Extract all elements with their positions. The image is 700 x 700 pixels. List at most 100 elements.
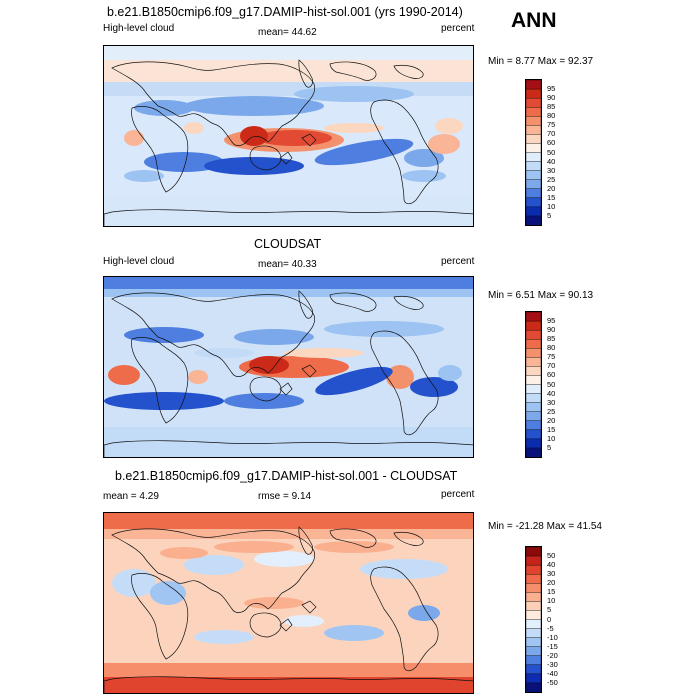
colorbar-swatch (526, 547, 541, 557)
panel-2-title: CLOUDSAT (254, 237, 322, 251)
panel-3-minmax: Min = -21.28 Max = 41.54 (488, 521, 602, 532)
colorbar-swatch (526, 125, 541, 135)
colorbar-swatch (526, 555, 541, 566)
coastline (131, 337, 189, 424)
contour-region (104, 46, 473, 60)
coastline (104, 676, 473, 693)
contour-region (194, 348, 254, 358)
panel-1-variable-label: High-level cloud (103, 23, 175, 34)
colorbar-tick-label: 60 (547, 138, 556, 148)
contour-region (104, 529, 473, 539)
coastline (301, 364, 317, 378)
contour-region (104, 513, 473, 529)
colorbar-tick-label: -20 (547, 650, 558, 660)
contour-region (324, 321, 444, 337)
coastline (393, 295, 424, 310)
colorbar-swatch (526, 152, 541, 163)
colorbar-swatch (526, 682, 541, 692)
colorbar-tick-label: 20 (547, 183, 556, 193)
contour-region (104, 196, 473, 226)
colorbar-tick-label: 70 (547, 361, 556, 371)
contour-region (184, 122, 204, 134)
colorbar-swatch (526, 429, 541, 440)
panel-2-units-label: percent (441, 256, 475, 267)
coastline (393, 531, 424, 546)
panel-1-colorbar (525, 79, 542, 226)
coastline (104, 209, 473, 226)
panel-1-title: b.e21.B1850cmip6.f09_g17.DAMIP-hist-sol.… (107, 5, 463, 19)
contour-region (256, 130, 332, 146)
colorbar-swatch (526, 673, 541, 684)
colorbar-swatch (526, 402, 541, 413)
colorbar-tick-label: 25 (547, 174, 556, 184)
colorbar-tick-label: 80 (547, 111, 556, 121)
contour-region (144, 152, 224, 172)
contour-region (435, 118, 463, 134)
colorbar-swatch (526, 88, 541, 99)
coastline (111, 61, 316, 146)
colorbar-tick-label: 15 (547, 424, 556, 434)
colorbar-swatch (526, 161, 541, 172)
coastline (301, 600, 317, 614)
contour-region (214, 541, 294, 553)
colorbar-swatch (526, 628, 541, 639)
contour-region (184, 555, 244, 575)
contour-region (234, 329, 314, 345)
contour-region (108, 365, 140, 385)
colorbar-swatch (526, 375, 541, 385)
panel-3-rmse-label: rmse = 9.14 (258, 491, 312, 502)
contour-region (324, 123, 384, 133)
contour-region (254, 551, 314, 567)
contour-region (204, 157, 304, 175)
colorbar-tick-label: 95 (547, 84, 556, 94)
contour-region (408, 605, 440, 621)
colorbar-tick-label: 5 (547, 605, 552, 615)
colorbar-tick-label: 60 (547, 370, 556, 380)
contour-region (104, 289, 473, 297)
contour-region (104, 392, 224, 410)
contour-region (315, 366, 393, 396)
colorbar-swatch (526, 188, 541, 199)
coastline (279, 151, 293, 165)
coastline (370, 330, 439, 436)
colorbar-tick-label: -5 (547, 623, 554, 633)
coastline (249, 376, 282, 402)
panel-3-map (103, 512, 474, 694)
panel-1-mean-label: mean= 44.62 (258, 27, 317, 38)
coastline (298, 290, 313, 319)
contour-region (160, 547, 208, 559)
colorbar-tick-label: 40 (547, 156, 556, 166)
panel-3-colorbar (525, 546, 542, 693)
contour-region (284, 615, 324, 627)
colorbar-swatch (526, 366, 541, 376)
coastline (298, 59, 313, 88)
panel-1-units-label: percent (441, 23, 475, 34)
colorbar-tick-label: 50 (547, 147, 556, 157)
colorbar-tick-label: 10 (547, 596, 556, 606)
colorbar-swatch (526, 320, 541, 331)
colorbar-tick-label: 50 (547, 551, 556, 561)
colorbar-swatch (526, 348, 541, 358)
contour-region (124, 170, 164, 182)
panel-3-title: b.e21.B1850cmip6.f09_g17.DAMIP-hist-sol.… (115, 469, 458, 483)
contour-region (124, 130, 144, 146)
contour-region (104, 663, 473, 677)
contour-region (410, 377, 458, 397)
colorbar-swatch (526, 134, 541, 144)
colorbar-tick-label: 0 (547, 614, 552, 624)
contour-region (404, 149, 444, 167)
coastline (301, 133, 317, 147)
coastline (279, 382, 293, 396)
coastline (104, 440, 473, 457)
colorbar-tick-label: 30 (547, 165, 556, 175)
contour-region (240, 126, 268, 146)
colorbar-tick-label: 15 (547, 192, 556, 202)
colorbar-swatch (526, 80, 541, 90)
colorbar-swatch (526, 583, 541, 593)
colorbar-swatch (526, 329, 541, 340)
colorbar-tick-label: 5 (547, 210, 552, 220)
colorbar-swatch (526, 573, 541, 584)
contour-region (386, 365, 414, 389)
colorbar-swatch (526, 206, 541, 217)
coastline (111, 292, 316, 377)
